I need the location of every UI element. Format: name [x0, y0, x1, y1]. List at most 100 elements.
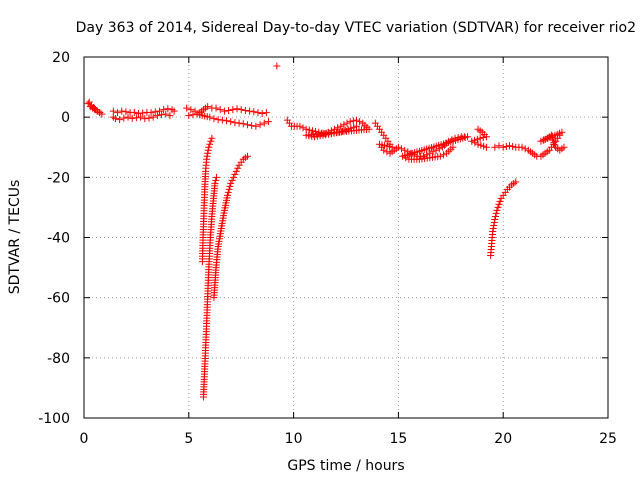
data-point	[223, 117, 231, 125]
data-point	[216, 106, 224, 114]
data-point	[212, 176, 220, 184]
y-tick-label: -60	[47, 291, 70, 307]
data-point	[207, 137, 215, 145]
data-point	[494, 203, 502, 211]
data-point	[502, 142, 510, 150]
data-point	[239, 120, 247, 128]
data-point	[509, 142, 517, 150]
data-point	[518, 143, 526, 151]
data-point	[394, 143, 402, 151]
data-point	[256, 121, 264, 129]
data-point	[343, 119, 351, 127]
data-point	[537, 137, 545, 145]
data-point	[491, 215, 499, 223]
data-point	[252, 122, 260, 130]
data-point	[224, 191, 232, 199]
data-point	[402, 154, 410, 162]
data-point	[398, 145, 406, 153]
data-point	[187, 106, 195, 114]
data-point	[560, 143, 568, 151]
x-tick-label: 25	[599, 431, 617, 447]
data-point	[211, 179, 219, 187]
data-point	[356, 118, 364, 126]
data-point	[231, 119, 239, 127]
data-point	[210, 115, 218, 123]
data-point	[189, 111, 197, 119]
data-point	[208, 134, 216, 142]
data-point	[149, 113, 157, 121]
data-point	[230, 173, 238, 181]
y-tick-label: -40	[47, 231, 70, 247]
data-point	[145, 114, 153, 122]
data-point	[183, 104, 191, 112]
data-point	[490, 221, 498, 229]
y-tick-label: 0	[61, 110, 70, 126]
data-point	[160, 106, 168, 114]
data-point	[302, 125, 310, 133]
data-point	[512, 178, 520, 186]
data-point	[235, 119, 243, 127]
data-point	[482, 143, 490, 151]
data-point	[243, 121, 251, 129]
data-point	[491, 143, 499, 151]
data-point	[166, 112, 174, 120]
data-point	[120, 114, 128, 122]
data-point	[203, 155, 211, 163]
data-point	[158, 111, 166, 119]
data-point	[439, 151, 447, 159]
data-point	[226, 182, 234, 190]
data-point	[212, 173, 220, 181]
data-point	[227, 118, 235, 126]
data-point	[254, 109, 262, 117]
data-point	[90, 105, 98, 113]
data-point	[241, 107, 249, 115]
data-point	[233, 105, 241, 113]
data-point	[130, 108, 138, 116]
data-point	[540, 136, 548, 144]
grid-layer	[84, 57, 608, 418]
data-point	[86, 103, 94, 111]
y-tick-label: 20	[52, 50, 70, 66]
data-point	[109, 107, 117, 115]
y-axis-label: SDTVAR / TECUs	[7, 180, 23, 295]
data-point	[492, 212, 500, 220]
data-point	[299, 124, 307, 132]
data-point	[132, 114, 140, 122]
x-tick-label: 5	[184, 431, 193, 447]
data-point	[490, 218, 498, 226]
data-point	[479, 133, 487, 141]
data-point	[492, 209, 500, 217]
data-point	[352, 116, 360, 124]
data-point	[114, 109, 122, 117]
data-point	[260, 119, 268, 127]
data-point	[337, 122, 345, 130]
data-point	[449, 143, 457, 151]
data-point	[204, 149, 212, 157]
data-point	[250, 108, 258, 116]
data-point	[496, 197, 504, 205]
data-point	[111, 115, 119, 123]
data-point	[203, 152, 211, 160]
data-point	[225, 107, 233, 115]
x-axis-label: GPS time / hours	[287, 458, 404, 474]
x-tick-label: 15	[389, 431, 407, 447]
data-point	[308, 127, 316, 135]
data-point	[493, 206, 501, 214]
data-point	[155, 107, 163, 115]
data-point	[471, 139, 479, 147]
tick-layer	[83, 56, 609, 419]
data-point	[212, 104, 220, 112]
data-point	[489, 227, 497, 235]
data-point	[237, 106, 245, 114]
x-tick-label: 0	[80, 431, 89, 447]
data-point	[334, 124, 342, 132]
data-point	[352, 122, 360, 130]
data-point	[399, 152, 407, 160]
data-point	[224, 188, 232, 196]
data-point	[122, 108, 130, 116]
y-tick-label: -80	[47, 351, 70, 367]
data-point	[234, 164, 242, 172]
data-point	[243, 152, 251, 160]
data-point	[232, 167, 240, 175]
data-point	[248, 122, 256, 130]
